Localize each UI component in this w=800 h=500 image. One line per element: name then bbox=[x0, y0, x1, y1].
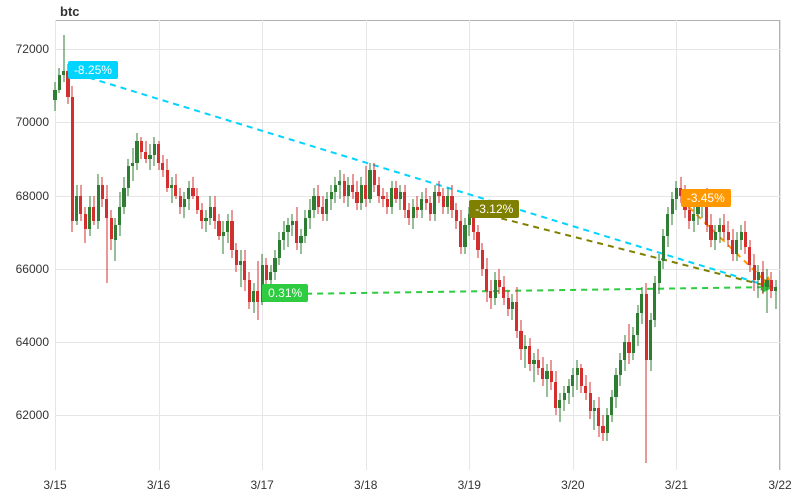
x-tick-label: 3/22 bbox=[768, 478, 791, 492]
x-tick-label: 3/15 bbox=[43, 478, 66, 492]
trendline bbox=[469, 210, 771, 287]
y-tick-label: 66000 bbox=[16, 262, 49, 276]
x-tick-label: 3/17 bbox=[250, 478, 273, 492]
trendline-label: -3.45% bbox=[681, 189, 731, 207]
trendlines-overlay bbox=[55, 20, 780, 470]
chart-title: btc bbox=[60, 4, 80, 19]
trendline bbox=[68, 71, 771, 287]
x-tick-label: 3/18 bbox=[354, 478, 377, 492]
trendline-label: -8.25% bbox=[68, 61, 118, 79]
x-tick-label: 3/21 bbox=[665, 478, 688, 492]
y-tick-label: 64000 bbox=[16, 335, 49, 349]
plot-area[interactable]: -8.25% -3.12% -3.45% 0.31% bbox=[55, 20, 780, 470]
y-axis: 62000 64000 66000 68000 70000 72000 bbox=[0, 0, 55, 470]
y-tick-label: 70000 bbox=[16, 115, 49, 129]
x-axis: 3/153/163/173/183/193/203/213/22 bbox=[55, 470, 780, 500]
x-tick-label: 3/16 bbox=[147, 478, 170, 492]
y-tick-label: 62000 bbox=[16, 408, 49, 422]
y-tick-label: 68000 bbox=[16, 189, 49, 203]
y-tick-label: 72000 bbox=[16, 42, 49, 56]
trendline-label: -3.12% bbox=[469, 200, 519, 218]
x-tick-label: 3/19 bbox=[458, 478, 481, 492]
trendline-label: 0.31% bbox=[262, 284, 308, 302]
x-gridline bbox=[780, 20, 781, 470]
x-tick-label: 3/20 bbox=[561, 478, 584, 492]
chart-root: btc 62000 64000 66000 68000 70000 72000 3/15 3… bbox=[0, 0, 800, 500]
